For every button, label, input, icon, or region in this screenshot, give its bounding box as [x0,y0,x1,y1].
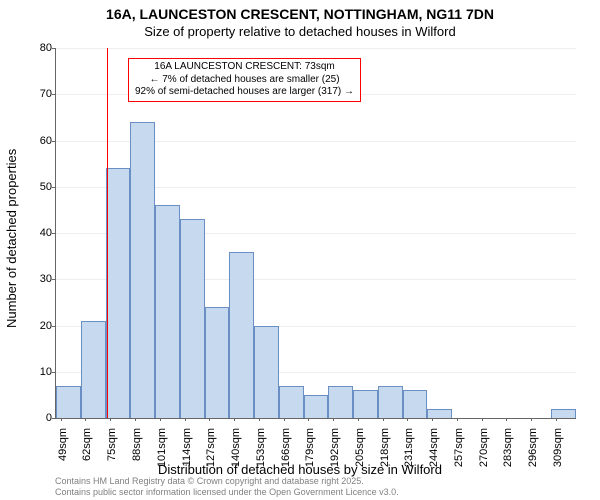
xtick-mark [407,418,408,421]
ytick-label: 30 [22,273,52,285]
histogram-bar [304,395,329,418]
ytick-mark [52,418,55,419]
xtick-label: 270sqm [478,428,490,472]
histogram-bar [403,390,428,418]
xtick-mark [333,418,334,421]
histogram-bar [130,122,155,418]
xtick-mark [209,418,210,421]
ytick-label: 80 [22,42,52,54]
ytick-label: 10 [22,366,52,378]
xtick-label: 166sqm [280,428,292,472]
plot-area: 16A LAUNCESTON CRESCENT: 73sqm ← 7% of d… [55,48,576,419]
histogram-bar [353,390,378,418]
xtick-label: 283sqm [502,428,514,472]
xtick-label: 62sqm [81,428,93,472]
ytick-mark [52,233,55,234]
histogram-bar [229,252,254,419]
histogram-bar [81,321,106,418]
ytick-mark [52,279,55,280]
histogram-bar [378,386,403,418]
xtick-label: 88sqm [131,428,143,472]
xtick-mark [110,418,111,421]
xtick-label: 49sqm [57,428,69,472]
histogram-bar [279,386,304,418]
histogram-bar [551,409,576,418]
ytick-label: 70 [22,88,52,100]
xtick-mark [135,418,136,421]
xtick-label: 205sqm [354,428,366,472]
xtick-label: 140sqm [230,428,242,472]
xtick-label: 231sqm [403,428,415,472]
chart-subtitle: Size of property relative to detached ho… [0,24,600,39]
annotation-line1: 16A LAUNCESTON CRESCENT: 73sqm [135,61,354,74]
ytick-label: 0 [22,412,52,424]
chart-title: 16A, LAUNCESTON CRESCENT, NOTTINGHAM, NG… [0,6,600,22]
xtick-mark [432,418,433,421]
ytick-label: 50 [22,181,52,193]
xtick-mark [234,418,235,421]
xtick-mark [259,418,260,421]
xtick-mark [308,418,309,421]
y-axis-label: Number of detached properties [4,149,19,328]
histogram-bar [155,205,180,418]
gridline [56,48,576,49]
xtick-mark [457,418,458,421]
xtick-mark [85,418,86,421]
ytick-label: 60 [22,135,52,147]
xtick-mark [482,418,483,421]
ytick-label: 20 [22,320,52,332]
footer-attribution: Contains HM Land Registry data © Crown c… [55,476,399,498]
histogram-bar [328,386,353,418]
ytick-mark [52,187,55,188]
histogram-bar [205,307,230,418]
xtick-mark [284,418,285,421]
xtick-mark [61,418,62,421]
histogram-bar [180,219,205,418]
annotation-line3: 92% of semi-detached houses are larger (… [135,86,354,99]
xtick-mark [383,418,384,421]
ytick-mark [52,48,55,49]
histogram-bar [106,168,131,418]
xtick-label: 296sqm [527,428,539,472]
xtick-label: 192sqm [329,428,341,472]
xtick-label: 218sqm [379,428,391,472]
histogram-bar [427,409,452,418]
xtick-mark [160,418,161,421]
ytick-mark [52,372,55,373]
xtick-label: 153sqm [255,428,267,472]
xtick-label: 309sqm [552,428,564,472]
xtick-mark [556,418,557,421]
histogram-bar [56,386,81,418]
xtick-mark [185,418,186,421]
xtick-mark [358,418,359,421]
footer-line1: Contains HM Land Registry data © Crown c… [55,476,399,487]
xtick-label: 179sqm [304,428,316,472]
xtick-label: 244sqm [428,428,440,472]
xtick-mark [506,418,507,421]
histogram-bar [254,326,279,419]
marker-line [107,48,108,418]
annotation-box: 16A LAUNCESTON CRESCENT: 73sqm ← 7% of d… [128,58,361,102]
xtick-label: 114sqm [181,428,193,472]
xtick-mark [531,418,532,421]
ytick-mark [52,94,55,95]
footer-line2: Contains public sector information licen… [55,487,399,498]
xtick-label: 127sqm [205,428,217,472]
annotation-line2: ← 7% of detached houses are smaller (25) [135,74,354,87]
xtick-label: 257sqm [453,428,465,472]
xtick-label: 75sqm [106,428,118,472]
ytick-label: 40 [22,227,52,239]
ytick-mark [52,326,55,327]
ytick-mark [52,141,55,142]
xtick-label: 101sqm [156,428,168,472]
